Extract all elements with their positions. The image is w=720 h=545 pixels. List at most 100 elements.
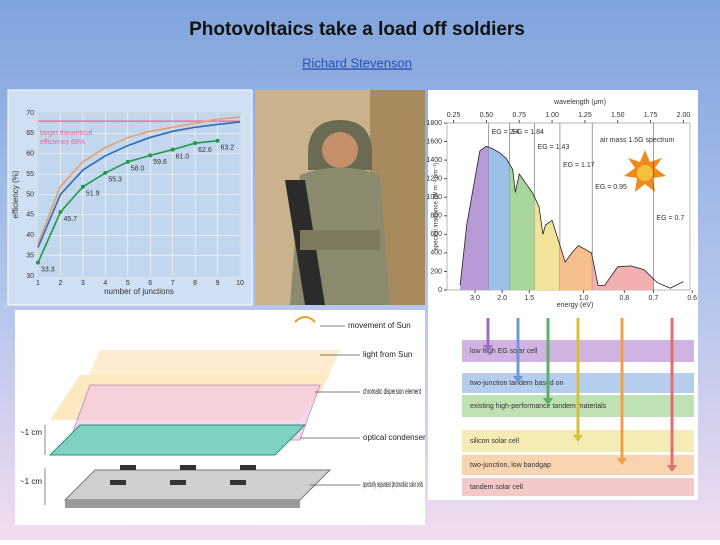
data-label: 33.3 (41, 266, 55, 273)
annotation: air mass 1.5G spectrum (600, 137, 674, 144)
x-tick-label: 1 (36, 280, 40, 287)
data-label: 55.3 (108, 177, 122, 184)
data-label: 58.0 (131, 166, 145, 173)
x-tick-label: 1.50 (611, 112, 625, 119)
x-tick-label: 4 (103, 280, 107, 287)
y-tick-label: 1600 (426, 138, 442, 145)
author-link[interactable]: Richard Stevenson (302, 55, 412, 70)
y-tick-label: 600 (430, 231, 442, 238)
y-tick-label: 30 (26, 273, 34, 280)
data-point (148, 153, 153, 158)
target-label: target theoretical efficiency 68% (40, 130, 93, 146)
x-tick-label: 3 (81, 280, 85, 287)
x-tick-label: 2 (58, 280, 62, 287)
x2-tick-label: 0.8 (619, 295, 629, 302)
band-arrow-head (667, 465, 677, 472)
band-arrow-head (573, 435, 583, 442)
bandgap-label: EG = 1.17 (563, 162, 595, 169)
y-tick-label: 60 (26, 151, 34, 158)
x-tick-label: 9 (216, 280, 220, 287)
x2-tick-label: 3.0 (470, 295, 480, 302)
x-tick-label: 2.00 (677, 112, 691, 119)
series-line (37, 121, 241, 248)
y-tick-label: 40 (26, 232, 34, 239)
x-tick-label: 8 (193, 280, 197, 287)
slide-title: Photovoltaics take a load off soldiers (189, 19, 525, 40)
data-label: 61.0 (176, 154, 190, 161)
x2-tick-label: 0.7 (649, 295, 659, 302)
band-row-label: existing high-performance tandem materia… (470, 403, 607, 410)
bandgap-label: EG = 1.84 (512, 129, 544, 136)
data-label: 62.6 (198, 147, 212, 154)
x-tick-label: 1.00 (545, 112, 559, 119)
y-tick-label: 45 (26, 212, 34, 219)
band-region (488, 146, 510, 290)
y-tick-label: 1000 (426, 194, 442, 201)
data-point (215, 138, 220, 143)
y-tick-label: 1800 (426, 120, 442, 127)
x-tick-label: 1.75 (644, 112, 658, 119)
y-tick-label: 800 (430, 213, 442, 220)
x2-tick-label: 0.6 (687, 295, 697, 302)
spectrum-line (459, 145, 684, 289)
y-tick-label: 50 (26, 191, 34, 198)
y-tick-label: 400 (430, 250, 442, 257)
x-axis-label: number of junctions (104, 287, 174, 296)
band-arrow-head (617, 458, 627, 465)
band-arrow-head (483, 345, 493, 352)
x2-tick-label: 2.0 (497, 295, 507, 302)
data-point (125, 159, 130, 164)
diagram-label: light from Sun (363, 350, 412, 359)
x-tick-label: 0.50 (480, 112, 494, 119)
x2-tick-label: 1.5 (524, 295, 534, 302)
diagram-label: optical condenser (363, 433, 426, 442)
data-label: 63.2 (221, 145, 235, 152)
band-arrow-head (513, 376, 523, 383)
x2-tick-label: 1.0 (579, 295, 589, 302)
band-arrow-head (543, 398, 553, 405)
x-tick-label: 0.75 (512, 112, 526, 119)
band-row-label: silicon solar cell (470, 438, 519, 445)
data-label: 51.9 (86, 191, 100, 198)
diagram-label: chromatic dispersion element (363, 387, 421, 396)
bandgap-label: EG = 0.7 (656, 215, 684, 222)
y-axis-label: efficiency (%) (11, 170, 20, 218)
band-row (462, 455, 694, 475)
data-point (170, 147, 175, 152)
x-tick-label: 0.25 (447, 112, 461, 119)
bandgap-label: EG = 0.95 (595, 184, 627, 191)
data-point (80, 184, 85, 189)
photo (255, 90, 425, 305)
data-point (58, 210, 63, 215)
band-row-label: two-junction, low bandgap (470, 462, 551, 469)
band-row (462, 478, 694, 496)
bandgap-label: EG = 1.43 (538, 144, 570, 151)
y-tick-label: 0 (438, 287, 442, 294)
scale-label: ~1 cm (20, 477, 42, 486)
bandgap-label: EG = 2.4 (492, 129, 520, 136)
data-point (193, 141, 198, 146)
data-label: 45.7 (63, 216, 77, 223)
y-tick-label: 70 (26, 110, 34, 117)
data-label: 59.6 (153, 159, 167, 166)
sun-icon (624, 150, 666, 192)
y-axis-label: spectral irradiance (W m⁻² μm⁻¹) (434, 163, 440, 250)
y-tick-label: 65 (26, 130, 34, 137)
band-row-label: low high EG solar cell (470, 348, 538, 355)
data-point (103, 170, 108, 175)
y-tick-label: 200 (430, 268, 442, 275)
band-row-label: tandem solar cell (470, 484, 523, 491)
scale-label: ~1 cm (20, 428, 42, 437)
y-tick-label: 55 (26, 171, 34, 178)
diagram-label: spectrally separated photovoltaic solar … (363, 480, 423, 489)
diagram-label: movement of Sun (348, 321, 411, 330)
x-tick-label: 10 (236, 280, 244, 287)
concentrator-diagram: movement of Sun light from Sun chromatic… (15, 310, 426, 525)
x-axis-label: wavelength (μm) (553, 99, 606, 106)
y-tick-label: 1200 (426, 176, 442, 183)
y-tick-label: 1400 (426, 157, 442, 164)
x-tick-label: 6 (148, 280, 152, 287)
x-tick-label: 1.25 (578, 112, 592, 119)
y-tick-label: 35 (26, 252, 34, 259)
